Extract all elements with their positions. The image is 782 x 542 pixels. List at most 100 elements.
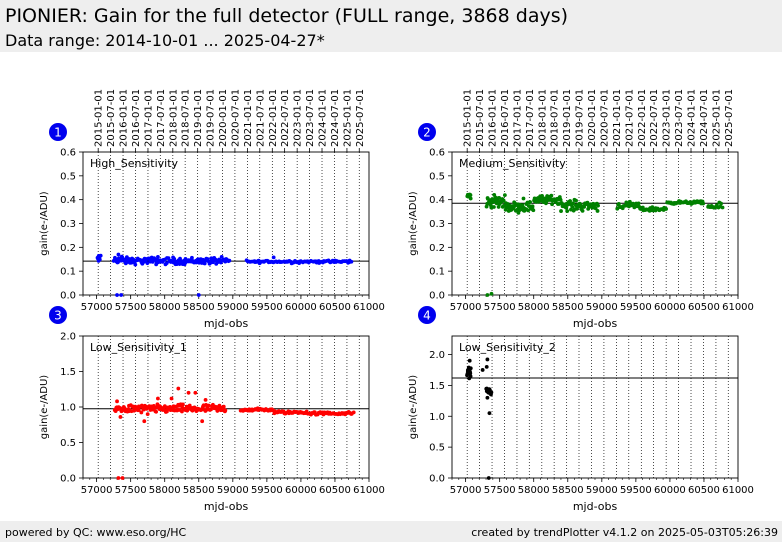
date-tick-label: 2025-07-01 [724,89,735,147]
y-tick-label: 0.3 [429,219,445,230]
date-tick-label: 2018-01-01 [168,89,179,147]
data-point [720,205,725,210]
x-tick-label: 61000 [353,302,385,313]
y-axis-label: gain(e-/ADU) [39,191,50,255]
date-tick-label: 2017-07-01 [156,89,167,147]
panel-label: Low_Sensitivity_1 [90,341,187,354]
date-tick-label: 2022-01-01 [637,89,648,147]
page-subtitle: Data range: 2014-10-01 ... 2025-04-27* [5,31,325,50]
data-point [495,199,500,204]
x-tick-label: 59000 [217,485,249,496]
date-tick-label: 2023-07-01 [674,89,685,147]
date-tick-label: 2020-07-01 [230,89,241,147]
y-tick-label: 1.0 [60,403,76,414]
data-point [186,390,191,395]
date-tick-label: 2024-01-01 [318,89,329,147]
y-tick-label: 1.5 [429,381,445,392]
date-tick-label: 2017-07-01 [525,89,536,147]
date-tick-label: 2016-01-01 [119,89,130,147]
footer: powered by QC: www.eso.org/HC created by… [0,521,782,542]
panel-label: Medium_Sensitivity [459,157,566,170]
x-axis-label: mjd-obs [573,500,618,513]
data-point [139,410,144,415]
data-point [570,205,575,209]
y-tick-label: 0.0 [429,474,445,485]
data-point [565,209,570,213]
chart-panel-3: 57000 57500 58000 58500 59000 59500 60000 60500… [39,306,385,513]
y-tick-label: 0.5 [429,171,445,182]
x-tick-label: 60500 [688,485,720,496]
x-tick-label: 60500 [319,302,351,313]
x-tick-label: 59500 [620,302,652,313]
date-tick-label: 2024-07-01 [699,89,710,147]
date-tick-label: 2015-01-01 [463,89,474,147]
data-point [145,412,150,416]
data-point [559,209,563,213]
date-tick-label: 2024-01-01 [687,89,698,147]
date-tick-label: 2016-07-01 [131,89,142,147]
data-point [531,208,536,213]
y-tick-label: 0.2 [429,243,445,254]
data-point [467,358,472,363]
chart-panel-1: 2015-01-01 2015-07-01 2016-01-01 2016-07-01… [39,89,385,330]
footer-credit: powered by QC: www.eso.org/HC [5,526,187,539]
data-point [118,415,123,419]
y-tick-label: 1.5 [60,367,76,378]
data-point [169,396,174,401]
data-point [596,203,600,208]
x-tick-label: 57000 [450,302,482,313]
y-tick-label: 0.3 [60,219,76,230]
data-point [164,261,169,266]
x-tick-label: 57500 [115,302,147,313]
x-tick-label: 60000 [285,302,317,313]
y-tick-label: 0.2 [60,243,76,254]
x-tick-label: 58500 [183,485,215,496]
y-axis-label: gain(e-/ADU) [39,375,50,439]
data-point [227,258,232,263]
y-tick-label: 0.5 [429,443,445,454]
data-point [468,366,473,371]
data-point [219,255,224,259]
y-tick-label: 0.5 [60,171,76,182]
data-point [664,207,668,211]
x-tick-label: 60000 [654,302,686,313]
panel-number: 3 [54,309,62,323]
data-point [142,419,147,424]
data-point [190,255,194,260]
date-tick-label: 2019-07-01 [205,89,216,147]
y-tick-label: 0.0 [60,291,76,302]
x-tick-label: 57500 [115,485,147,496]
x-tick-label: 60500 [688,302,720,313]
data-point [468,193,473,197]
data-point [487,411,492,416]
data-point [194,260,199,265]
data-point [568,199,572,203]
data-point [181,402,185,407]
data-point [172,256,177,261]
data-point [200,419,205,424]
date-tick-label: 2023-01-01 [662,89,673,147]
date-tick-label: 2019-01-01 [193,89,204,147]
chart-panel-2: 2015-01-01 2015-07-01 2016-01-01 2016-07-01… [408,89,754,330]
data-point [154,409,159,414]
data-point [595,209,600,213]
data-point [719,201,723,206]
x-tick-label: 59000 [217,302,249,313]
date-tick-label: 2018-01-01 [537,89,548,147]
date-tick-label: 2018-07-01 [550,89,561,147]
data-point [571,201,575,206]
date-tick-label: 2020-01-01 [218,89,229,147]
x-tick-label: 59500 [620,485,652,496]
data-point [521,196,526,201]
data-point [116,252,121,257]
x-tick-label: 61000 [722,485,754,496]
y-axis-label: gain(e-/ADU) [408,375,419,439]
x-axis-label: mjd-obs [204,500,249,513]
header: PIONIER: Gain for the full detector (FUL… [0,0,782,52]
y-tick-label: 1.0 [429,412,445,423]
x-tick-label: 57500 [484,485,516,496]
data-point [526,208,531,213]
data-point [98,253,103,258]
data-point [484,204,489,209]
panel-label: Low_Sensitivity_2 [459,341,556,354]
